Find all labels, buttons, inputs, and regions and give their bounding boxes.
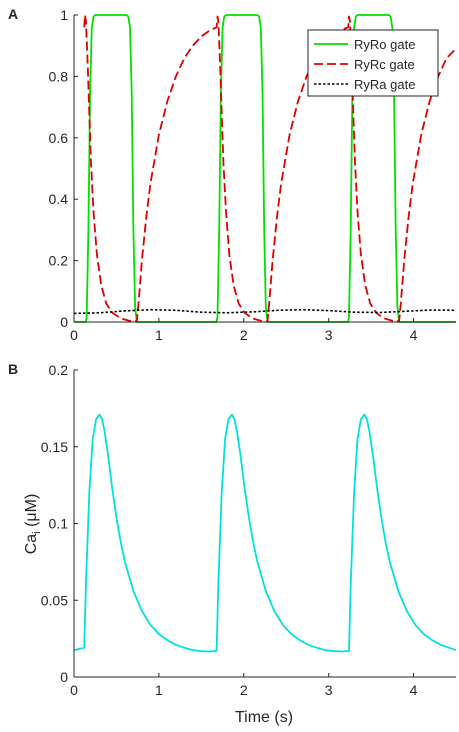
y-tick-label: 0.15 [41, 439, 68, 455]
y-tick-label: 0 [60, 314, 68, 330]
y-tick-label: 0.05 [41, 592, 68, 608]
x-tick-label: 3 [325, 682, 333, 698]
x-tick-label: 1 [155, 327, 163, 343]
y-label-main: Ca [23, 534, 40, 555]
x-tick-label: 4 [410, 327, 418, 343]
legend-box [307, 29, 439, 97]
y-tick-label: 0 [60, 669, 68, 685]
x-tick-label: 1 [155, 682, 163, 698]
x-tick-label: 3 [325, 327, 333, 343]
x-tick-label: 4 [410, 682, 418, 698]
series-line-ryra-gate [73, 308, 457, 315]
y-tick-label: 0.2 [49, 253, 69, 269]
y-tick-label: 0.1 [49, 516, 69, 532]
x-tick-label: 0 [70, 327, 78, 343]
series-line-ca-i [73, 413, 457, 653]
legend-label: RyRa gate [354, 77, 415, 92]
panel-b-y-axis-label: Cai (μM) [23, 494, 43, 555]
legend-label: RyRo gate [354, 37, 415, 52]
series-line-ryro-gate [74, 14, 456, 323]
y-tick-label: 0.6 [49, 130, 69, 146]
panel-b-label: B [8, 361, 18, 377]
legend: RyRo gate RyRc gate RyRa gate [307, 29, 439, 97]
x-tick-label: 0 [70, 682, 78, 698]
y-tick-label: 0.8 [49, 68, 69, 84]
legend-label: RyRc gate [354, 57, 415, 72]
y-label-sub: i [31, 531, 43, 533]
x-tick-label: 2 [240, 327, 248, 343]
y-tick-label: 1 [60, 7, 68, 23]
y-label-unit: (μM) [23, 494, 40, 527]
panel-b-chart: 0 1 2 3 4 0 0.05 0.1 0.15 0.2 [41, 362, 457, 698]
panel-a-label: A [8, 6, 18, 22]
y-tick-label: 0.2 [49, 362, 69, 378]
panel-b-x-axis-label: Time (s) [235, 709, 293, 726]
x-tick-label: 2 [240, 682, 248, 698]
y-tick-label: 0.4 [49, 191, 69, 207]
